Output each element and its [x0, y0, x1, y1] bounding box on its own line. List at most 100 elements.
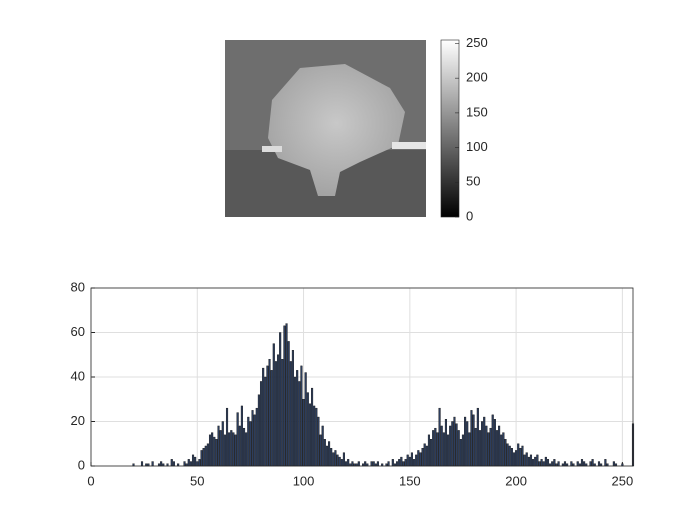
bar [272, 343, 275, 467]
bar [304, 372, 307, 467]
bar [330, 448, 333, 467]
bar [213, 436, 216, 467]
bar [449, 425, 452, 467]
bar [238, 425, 241, 467]
bar [283, 325, 286, 467]
bar [536, 454, 539, 467]
bar [444, 419, 448, 467]
bar [249, 421, 252, 467]
bar [557, 461, 560, 467]
bar [440, 425, 443, 467]
bar [370, 461, 373, 467]
bar [508, 445, 511, 467]
bar [251, 410, 254, 467]
bar [495, 430, 499, 467]
colorbar-tick-label: 250 [466, 35, 488, 50]
bar [544, 456, 547, 467]
bar [474, 427, 477, 467]
bar [289, 361, 292, 467]
axes-box [90, 287, 634, 467]
bar [563, 461, 567, 467]
bar [291, 350, 294, 467]
bar [523, 454, 526, 467]
bar [604, 459, 607, 467]
bar [464, 416, 467, 467]
colorbar-ticks: 0 50 100 150 200 250 [455, 35, 488, 223]
colorbar-tick-label: 0 [466, 208, 473, 223]
bar [451, 421, 454, 467]
image-blob [268, 64, 405, 196]
bar [347, 459, 350, 467]
bar [591, 459, 594, 467]
y-tick-label: 20 [71, 413, 85, 428]
bar [232, 432, 235, 467]
bar [194, 456, 197, 467]
bar [493, 419, 496, 467]
histogram: 0 20 40 60 80 0 50 100 150 200 250 [71, 279, 635, 488]
bar [442, 432, 445, 467]
bar [328, 441, 331, 467]
y-tick-label: 0 [78, 457, 85, 472]
bar [489, 427, 492, 467]
image-detail [262, 146, 282, 152]
bar [459, 439, 462, 467]
bar [408, 456, 411, 467]
bar [257, 394, 260, 467]
bar [311, 387, 314, 467]
bar [345, 461, 348, 467]
bar [432, 430, 435, 467]
bar [589, 461, 592, 467]
colorbar-tick-label: 50 [466, 174, 480, 189]
bar [487, 432, 490, 467]
bar [223, 434, 226, 467]
bar [529, 454, 533, 467]
bar [319, 434, 322, 467]
bar [306, 392, 309, 467]
bar [491, 414, 494, 467]
bar [279, 332, 282, 467]
bar [296, 370, 299, 467]
bar [396, 461, 399, 467]
bar [189, 461, 192, 467]
bar [425, 445, 428, 467]
bar [553, 459, 556, 467]
bar [453, 416, 456, 467]
bar [196, 461, 199, 467]
bar [200, 450, 203, 467]
bar [481, 421, 484, 467]
bar [338, 456, 341, 467]
bar [542, 461, 545, 467]
bar [268, 359, 271, 467]
bar [364, 461, 367, 467]
bar [504, 439, 507, 467]
bar [372, 461, 375, 467]
bar [387, 461, 390, 467]
bar [281, 359, 284, 467]
bar [274, 361, 277, 467]
bar [332, 452, 335, 467]
bar [351, 461, 354, 467]
bar [525, 452, 528, 467]
bar [187, 459, 190, 467]
bar [215, 439, 218, 467]
bar [264, 376, 267, 467]
bar [315, 407, 318, 467]
bar [266, 365, 269, 467]
bar [202, 448, 205, 467]
bar [336, 454, 339, 467]
bar [512, 452, 516, 467]
bar [417, 450, 420, 467]
bar [498, 425, 501, 467]
bar [287, 341, 290, 467]
bar [300, 365, 303, 467]
bar [234, 434, 237, 467]
x-tick-label: 250 [612, 473, 634, 488]
bar [276, 354, 280, 467]
image-detail [392, 142, 426, 149]
bar [221, 421, 224, 467]
bar [391, 459, 394, 467]
image-panel [225, 39, 460, 218]
bar [576, 461, 579, 467]
x-tick-label: 0 [87, 473, 94, 488]
bar [470, 410, 473, 467]
